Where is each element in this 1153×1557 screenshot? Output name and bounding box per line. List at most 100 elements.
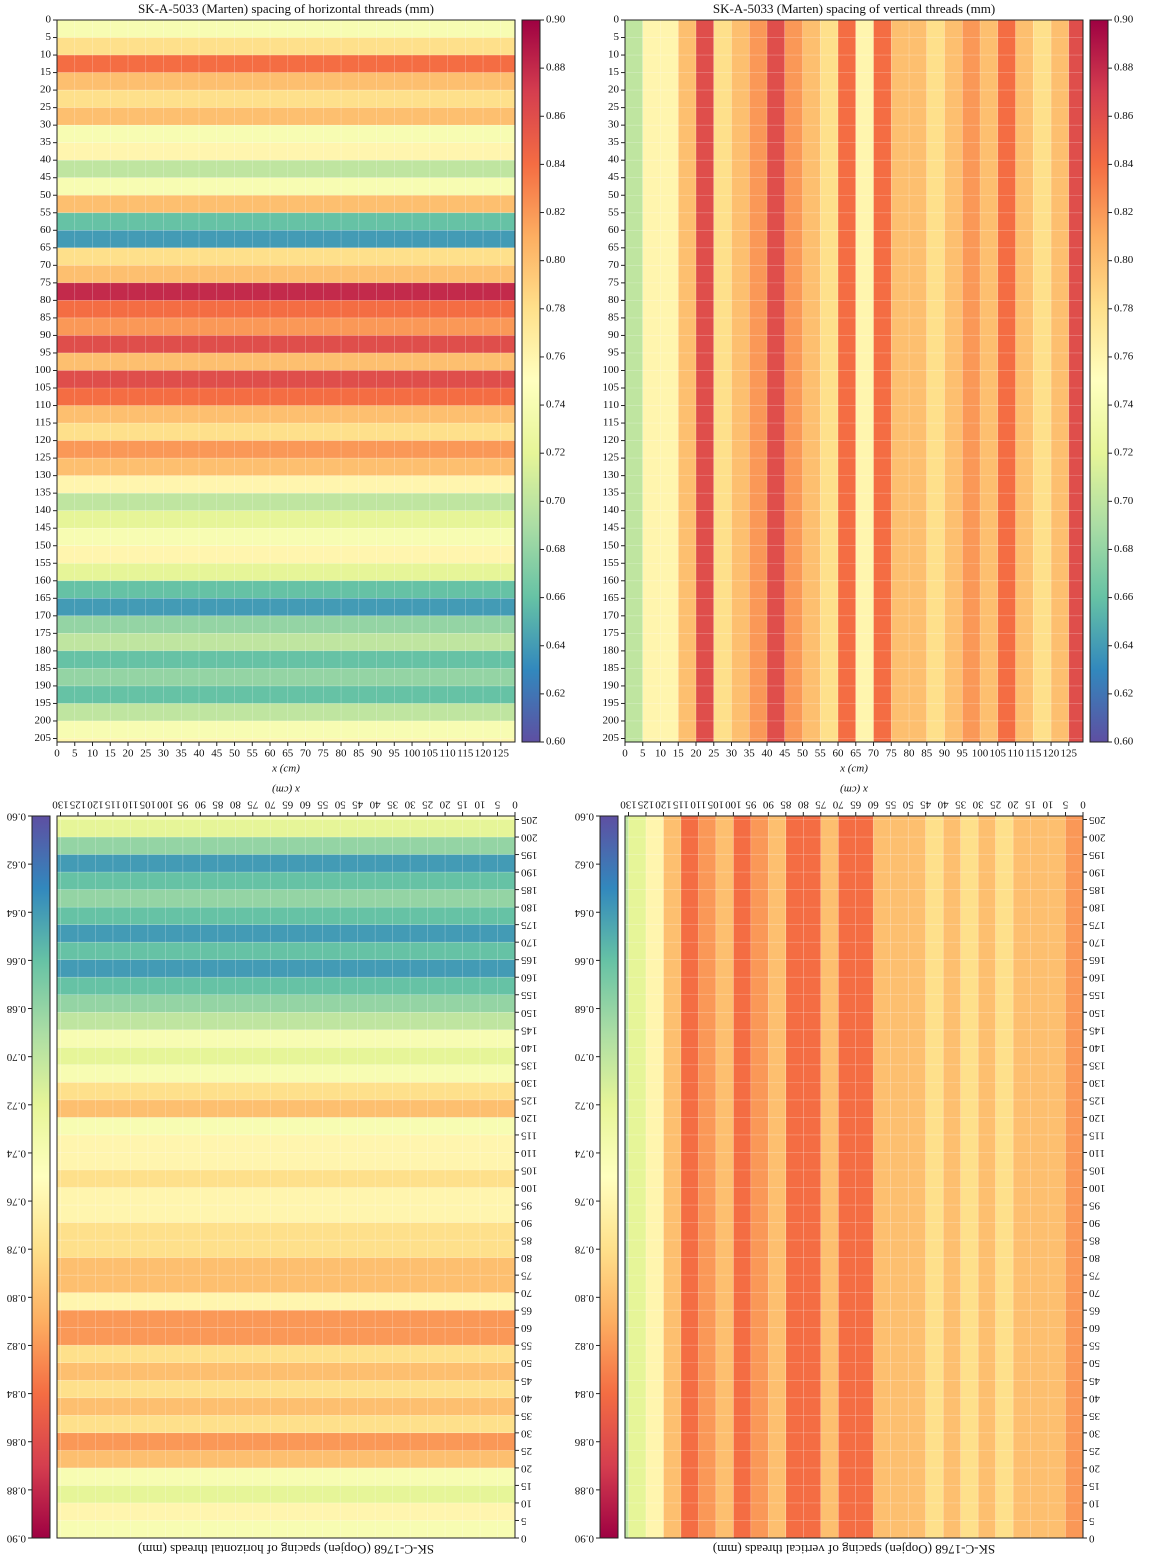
colorbar-tick-label: 0.68	[546, 543, 566, 555]
y-tick-label: 195	[603, 697, 620, 709]
y-tick-label: 175	[521, 919, 538, 931]
heat-band	[1048, 816, 1066, 1538]
heat-band	[820, 20, 839, 742]
y-tick-label: 115	[521, 1129, 538, 1141]
colorbar-tick-label: 0.78	[574, 1244, 594, 1256]
y-tick-label: 60	[40, 224, 52, 236]
x-tick-label: 120	[1043, 748, 1060, 760]
heat-band	[57, 458, 515, 476]
heat-band	[57, 1380, 515, 1398]
y-tick-label: 190	[35, 679, 52, 691]
y-tick-label: 120	[35, 434, 52, 446]
heat-band	[925, 816, 944, 1538]
y-tick-label: 115	[1089, 1129, 1106, 1141]
x-tick-label: 0	[512, 798, 518, 810]
heat-band	[944, 20, 963, 742]
y-tick-label: 105	[521, 1164, 538, 1176]
x-tick-label: 30	[404, 798, 416, 810]
y-tick-label: 40	[521, 1392, 533, 1404]
colorbar-tick-label: 0.74	[6, 1147, 26, 1159]
x-tick-label: 110	[122, 798, 139, 810]
x-tick-label: 105	[139, 798, 156, 810]
heat-band	[57, 889, 515, 908]
colorbar-tick-label: 0.82	[546, 206, 565, 218]
y-tick-label: 200	[603, 715, 620, 727]
x-tick-label: 100	[404, 748, 421, 760]
chart-title: SK-A-5033 (Marten) spacing of horizontal…	[138, 1, 434, 16]
heat-band	[57, 615, 515, 634]
heat-band	[57, 1467, 515, 1486]
y-tick-label: 80	[521, 1252, 533, 1264]
plot-frame	[56, 815, 516, 1539]
heat-band	[57, 977, 515, 995]
heat-band	[57, 177, 515, 196]
y-tick-label: 95	[608, 346, 620, 358]
x-tick-label: 110	[1007, 748, 1024, 760]
x-tick-label: 50	[334, 798, 346, 810]
y-tick-label: 205	[35, 732, 52, 744]
y-tick-label: 80	[608, 294, 620, 306]
y-tick-label: 185	[35, 662, 52, 674]
x-tick-label: 55	[247, 748, 259, 760]
heat-band	[926, 20, 945, 742]
y-tick-label: 20	[608, 84, 620, 96]
y-tick-label: 75	[1089, 1270, 1101, 1282]
x-tick-label: 65	[850, 748, 862, 760]
colorbar-tick-label: 0.64	[1114, 639, 1134, 651]
heat-band	[57, 1345, 515, 1363]
y-tick-label: 50	[1089, 1357, 1101, 1369]
y-tick-label: 15	[608, 66, 620, 78]
x-tick-label: 120	[655, 798, 672, 810]
heat-band	[57, 493, 515, 511]
y-tick-label: 25	[521, 1445, 533, 1457]
y-tick-label: 190	[603, 679, 620, 691]
heat-band	[57, 37, 515, 56]
y-tick-label: 180	[603, 644, 620, 656]
y-tick-label: 10	[608, 49, 620, 61]
y-tick-label: 120	[521, 1112, 538, 1124]
y-tick-label: 135	[1089, 1059, 1106, 1071]
y-tick-label: 5	[614, 31, 620, 43]
y-tick-label: 155	[1089, 989, 1106, 1001]
colorbar-tick-label: 0.66	[6, 955, 26, 967]
heat-band	[660, 20, 679, 742]
y-tick-label: 85	[608, 311, 620, 323]
y-tick-label: 175	[603, 627, 620, 639]
y-tick-label: 20	[521, 1462, 533, 1474]
colorbar-tick-label: 0.78	[1114, 302, 1134, 314]
x-tick-label: 55	[317, 798, 329, 810]
y-tick-label: 25	[1089, 1445, 1101, 1457]
colorbar-tick-label: 0.90	[546, 14, 566, 26]
y-tick-label: 60	[608, 224, 620, 236]
heat-band	[57, 1205, 515, 1223]
y-tick-label: 120	[1089, 1112, 1106, 1124]
colorbar-tick-label: 0.68	[574, 1003, 594, 1015]
x-tick-label: 50	[902, 798, 914, 810]
y-tick-label: 195	[35, 697, 52, 709]
colorbar-tick-label: 0.88	[1114, 62, 1134, 74]
colorbar-tick-label: 0.86	[1114, 110, 1134, 122]
heat-band	[57, 994, 515, 1013]
heat-band	[1030, 816, 1049, 1538]
colorbar-tick-label: 0.90	[6, 1532, 26, 1544]
heat-band	[642, 20, 661, 742]
y-tick-label: 45	[1089, 1375, 1101, 1387]
heat-band	[1068, 20, 1083, 742]
y-tick-label: 45	[521, 1375, 533, 1387]
heat-band	[645, 816, 664, 1538]
heat-band	[57, 1152, 515, 1170]
colorbar	[599, 815, 619, 1539]
y-tick-label: 165	[521, 954, 538, 966]
colorbar-tick-label: 0.82	[1114, 206, 1133, 218]
y-tick-label: 65	[1089, 1305, 1101, 1317]
y-tick-label: 95	[40, 346, 52, 358]
y-tick-label: 195	[1089, 849, 1106, 861]
y-tick-label: 170	[35, 609, 52, 621]
y-tick-label: 50	[521, 1357, 533, 1369]
y-tick-label: 65	[521, 1305, 533, 1317]
x-tick-label: 130	[52, 798, 69, 810]
y-tick-label: 175	[1089, 919, 1106, 931]
y-tick-label: 55	[521, 1340, 533, 1352]
heat-band	[696, 20, 714, 742]
heat-band	[57, 1064, 515, 1083]
